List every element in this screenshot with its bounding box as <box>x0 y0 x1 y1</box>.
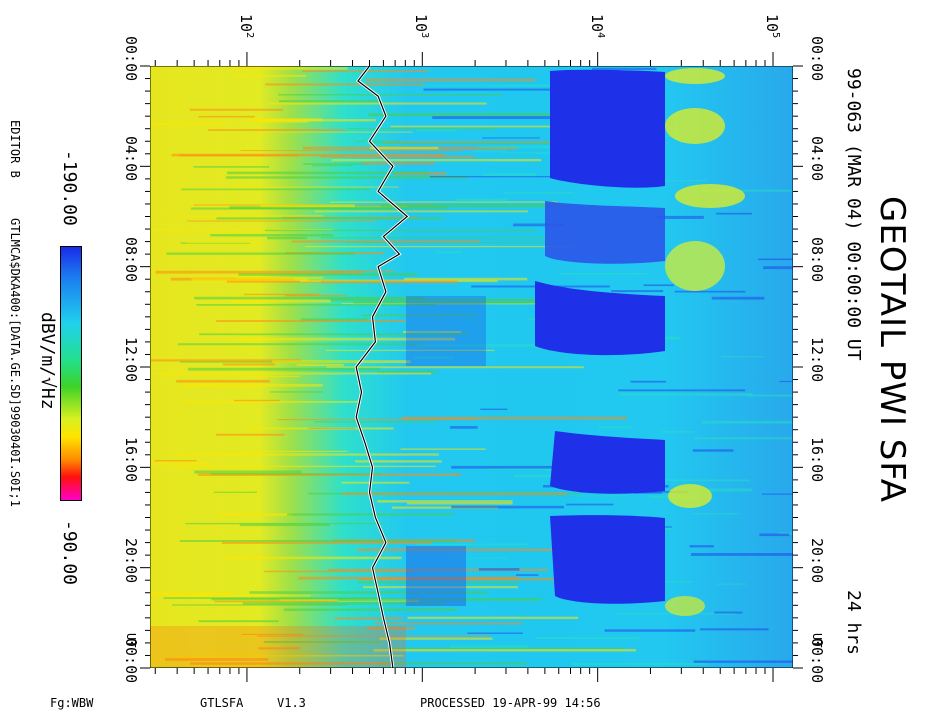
time-tick-label-right: 16:00 <box>808 437 826 483</box>
file-label: GTLMCA$DKA400:[DATA.GE.SD]9903040I.S0I;1 <box>8 218 22 507</box>
chart-title: GEOTAIL PWI SFA <box>872 196 912 503</box>
colorbar <box>60 246 82 501</box>
freq-tick-base: 10 <box>763 14 782 33</box>
freq-tick-exponent: 3 <box>419 32 431 39</box>
freq-tick-label: 104 <box>588 14 606 38</box>
colorbar-min-label: -190.00 <box>59 150 80 226</box>
spectrogram <box>150 66 793 668</box>
time-tick-label-left: 04:00 <box>122 136 140 182</box>
colorbar-label: dBV/m/√Hz <box>37 312 58 410</box>
time-tick-label-right: 04:00 <box>808 136 826 182</box>
footer-program: GTLSFA <box>200 696 244 710</box>
freq-tick-base: 10 <box>587 14 606 33</box>
freq-tick-exponent: 5 <box>770 32 782 39</box>
freq-tick-label: 102 <box>237 14 255 38</box>
chart-duration: 24 hrs <box>843 590 864 656</box>
footer-left: Fg:WBW <box>50 696 94 710</box>
time-tick-label-right: 08:00 <box>808 236 826 282</box>
time-tick-label-left: 08:00 <box>122 236 140 282</box>
trace-line <box>355 66 409 668</box>
time-unit-label-right: UT <box>810 632 824 648</box>
time-unit-label-left: UT <box>124 632 138 648</box>
time-tick-label-right: 00:00 <box>808 36 826 82</box>
footer-processed: PROCESSED 19-APR-99 14:56 <box>420 696 601 710</box>
time-tick-label-left: 12:00 <box>122 337 140 383</box>
freq-tick-exponent: 2 <box>243 32 255 39</box>
freq-tick-base: 10 <box>236 14 255 33</box>
colorbar-max-label: -90.00 <box>59 520 80 586</box>
time-tick-label-left: 20:00 <box>122 537 140 583</box>
footer-version: V1.3 <box>277 696 306 710</box>
freq-tick-label: 105 <box>763 14 781 38</box>
freq-tick-base: 10 <box>412 14 431 33</box>
chart-subtitle: 99-063 (MAR 04) 00:00:00 UT <box>843 68 864 361</box>
time-tick-label-left: 00:00 <box>122 36 140 82</box>
time-tick-label-right: 12:00 <box>808 337 826 383</box>
time-tick-label-left: 16:00 <box>122 437 140 483</box>
time-tick-label-right: 20:00 <box>808 537 826 583</box>
freq-tick-exponent: 4 <box>594 32 606 39</box>
editor-label: EDITOR B <box>8 120 22 178</box>
freq-tick-label: 103 <box>412 14 430 38</box>
